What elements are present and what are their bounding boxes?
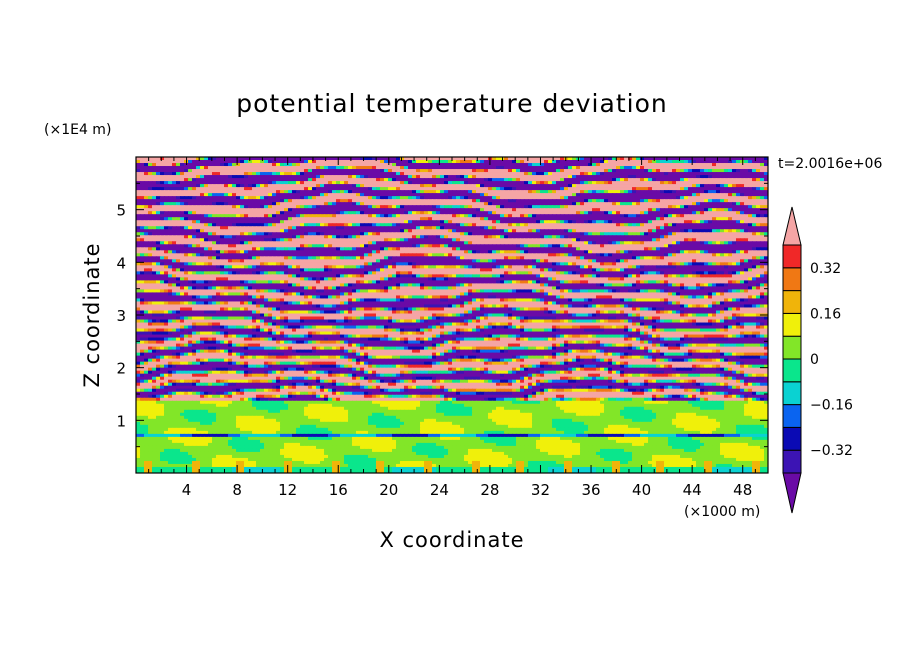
colorbar-label: 0.32 [810,261,841,277]
colorbar-segment [782,449,802,474]
x-tick-label: 40 [632,481,651,499]
colorbar-segment [782,404,802,428]
x-unit-label: (×1000 m) [684,504,760,520]
x-tick-label: 44 [683,481,702,499]
y-tick-label: 1 [116,412,126,430]
y-axis-label: Z coordinate [80,242,104,387]
colorbar-segment [782,335,802,360]
y-tick-label: 5 [116,202,126,220]
colorbar-label: −0.32 [810,443,853,459]
colorbar-segment [782,426,802,451]
x-tick-label: 24 [430,481,449,499]
colorbar-arrow-top [782,206,802,246]
x-tick-label: 4 [182,481,192,499]
y-axis: 1 2 3 4 5 [116,182,768,448]
x-axis-label: X coordinate [379,528,524,552]
x-tick-label: 12 [278,481,297,499]
x-tick-label: 8 [232,481,242,499]
time-label: t=2.0016e+06 [778,156,882,172]
chart-title: potential temperature deviation [236,89,667,118]
colorbar: 0.32 0.16 0 −0.16 −0.32 [782,206,853,514]
colorbar-label: −0.16 [810,398,853,414]
x-tick-label: 48 [733,481,752,499]
x-tick-label: 36 [581,481,600,499]
x-tick-label: 32 [531,481,550,499]
x-tick-label: 28 [480,481,499,499]
y-tick-label: 4 [116,254,126,272]
colorbar-segment [782,312,802,337]
x-axis: 4 8 12 16 20 24 28 32 36 40 44 48 [148,157,756,499]
colorbar-segment [782,381,802,406]
x-tick-label: 16 [329,481,348,499]
y-tick-label: 3 [116,307,126,325]
y-unit-label: (×1E4 m) [44,122,111,138]
colorbar-segment [782,358,802,383]
colorbar-segment [782,267,802,292]
x-tick-label: 20 [379,481,398,499]
colorbar-arrow-bottom [782,472,802,514]
colorbar-segment [782,244,802,269]
y-tick-label: 2 [116,360,126,378]
colorbar-label: 0 [810,352,819,368]
colorbar-segment [782,290,802,314]
colorbar-label: 0.16 [810,306,841,322]
heatmap-field [136,157,768,473]
